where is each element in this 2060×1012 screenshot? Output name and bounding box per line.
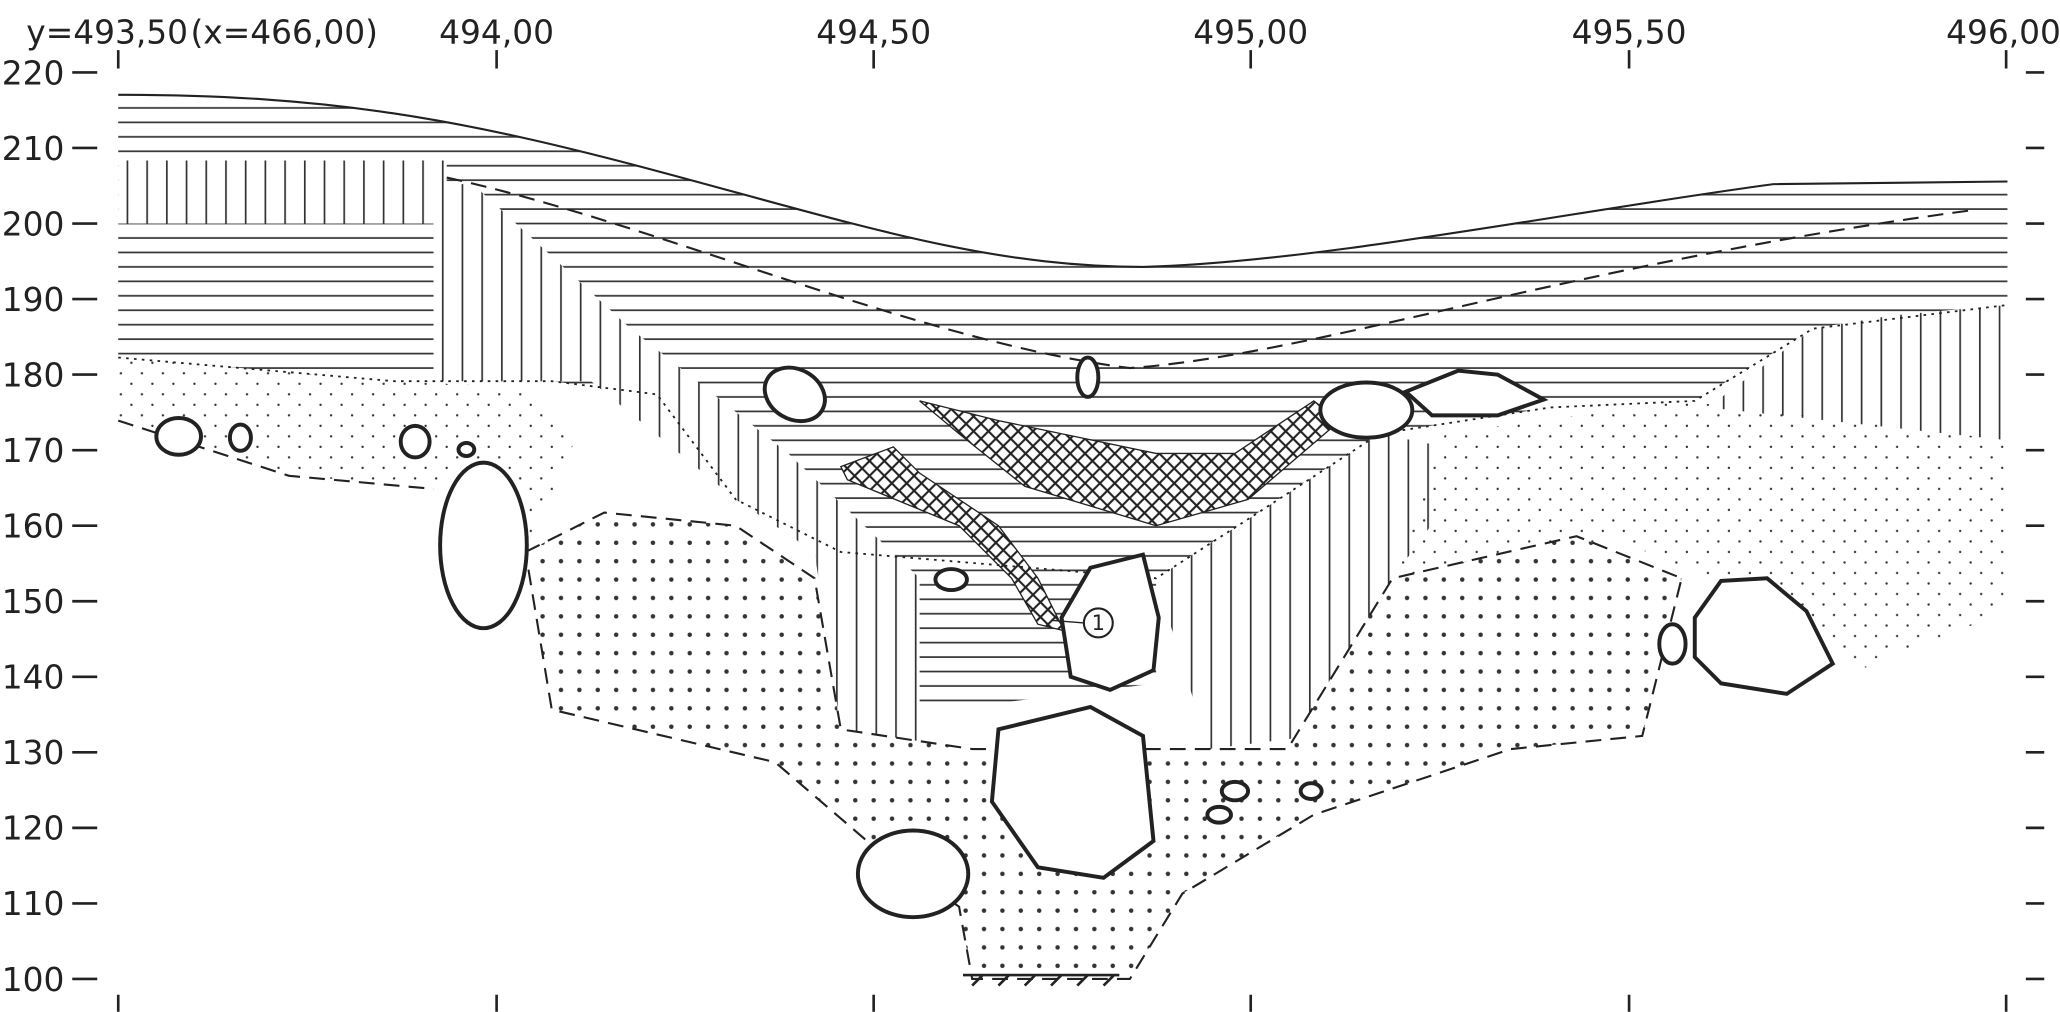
top-label: 495,00: [1193, 14, 1308, 52]
stone: [227, 422, 253, 453]
layer-vertical: [118, 160, 447, 224]
left-label: 150: [2, 583, 65, 621]
top-label: 496,00: [1946, 14, 2060, 52]
left-label: 220: [2, 54, 65, 92]
stone: [398, 423, 432, 460]
left-label: 140: [2, 659, 65, 697]
left-label: 130: [2, 734, 65, 772]
layer-upper: [118, 94, 2008, 723]
stone: [989, 704, 1156, 880]
top-label: 494,50: [816, 14, 931, 52]
stone: [1298, 781, 1324, 801]
left-label: 180: [2, 356, 65, 394]
stone: [933, 567, 969, 593]
base-line: [962, 973, 1120, 987]
left-label: 110: [2, 885, 65, 923]
stone: [1692, 576, 1836, 696]
left-label: 200: [2, 205, 65, 243]
stone: [762, 365, 827, 424]
dotted-boundary: [118, 304, 2008, 580]
stones: 1: [154, 355, 1836, 920]
left-label: 100: [2, 961, 65, 999]
left-label: 170: [2, 432, 65, 470]
top-label: y=493,50: [26, 14, 188, 52]
layer-sparse-dots: [1392, 400, 2008, 668]
axes: y=493,50 (x=466,00) 494,00 494,50 495,00 495,…: [2, 14, 2060, 1012]
layer-sparse-dots: [118, 357, 579, 552]
left-label: 120: [2, 810, 65, 848]
layer-vertical: [433, 184, 920, 743]
stone: [1657, 622, 1688, 666]
stone: [154, 416, 203, 457]
stone: [456, 440, 477, 459]
layer-vertical: [1707, 304, 2008, 441]
top-label: 495,50: [1572, 14, 1687, 52]
stone: [1075, 355, 1101, 399]
left-label: 190: [2, 281, 65, 319]
stone: [1059, 552, 1161, 693]
layers: [118, 94, 2008, 981]
dashed-boundary: [446, 176, 1971, 370]
stone: [1402, 368, 1549, 418]
stone: [1318, 380, 1415, 440]
stone: [1205, 804, 1233, 825]
surface-line: [118, 93, 2008, 268]
left-label: 160: [2, 508, 65, 546]
marker-leader: [1050, 619, 1084, 624]
stone: [438, 460, 529, 631]
stone: [855, 828, 971, 920]
stone: [1219, 779, 1251, 803]
find-label: 1: [1092, 610, 1105, 635]
top-label: (x=466,00): [190, 14, 377, 52]
layer-vertical: [1156, 433, 1446, 750]
left-label: 210: [2, 130, 65, 168]
top-label: 494,00: [439, 14, 554, 52]
